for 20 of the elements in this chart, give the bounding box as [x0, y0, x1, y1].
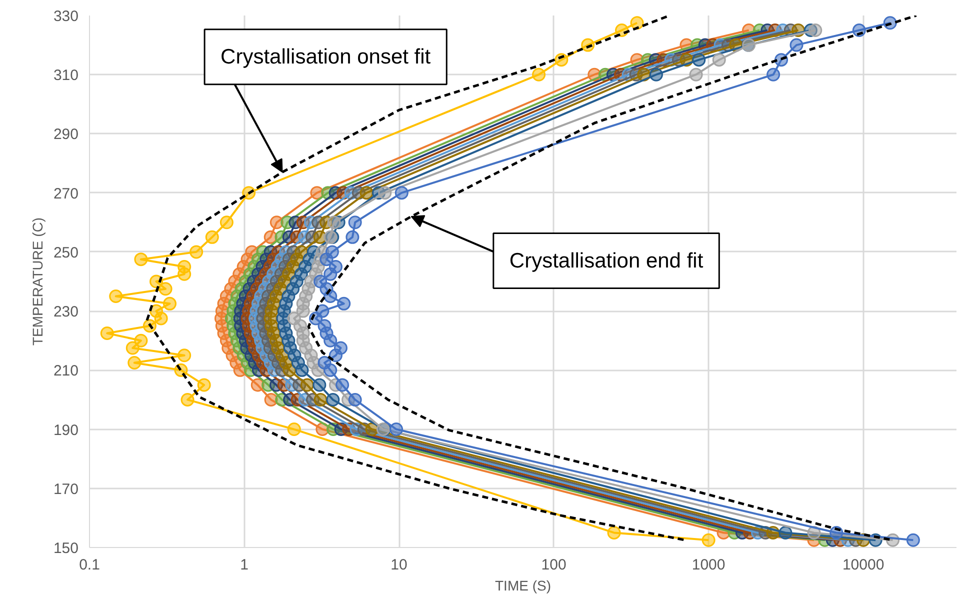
x-tick-label: 100 [541, 556, 566, 574]
y-tick-label: 310 [53, 67, 79, 84]
y-tick-label: 330 [53, 8, 79, 25]
x-tick-label: 0.1 [79, 556, 100, 574]
x-tick-label: 1 [240, 556, 248, 574]
y-tick-label: 170 [53, 480, 79, 498]
annotation: Crystallisation onset fit [220, 45, 431, 68]
y-tick-label: 190 [53, 422, 79, 439]
y-tick-label: 270 [53, 185, 79, 202]
y-tick-label: 290 [53, 126, 79, 144]
y-tick-label: 210 [53, 362, 79, 380]
y-tick-label: 230 [53, 304, 79, 321]
x-tick-label: 1000 [692, 556, 726, 574]
x-tick-label: 10000 [842, 556, 884, 574]
x-tick-label: 10 [390, 556, 408, 574]
annotation: Crystallisation end fit [509, 249, 704, 272]
y-tick-label: 150 [53, 540, 79, 557]
x-axis-title: TIME (S) [495, 578, 552, 594]
y-tick-label: 250 [53, 244, 79, 262]
y-axis-title: TEMPERATURE (C) [29, 217, 46, 346]
